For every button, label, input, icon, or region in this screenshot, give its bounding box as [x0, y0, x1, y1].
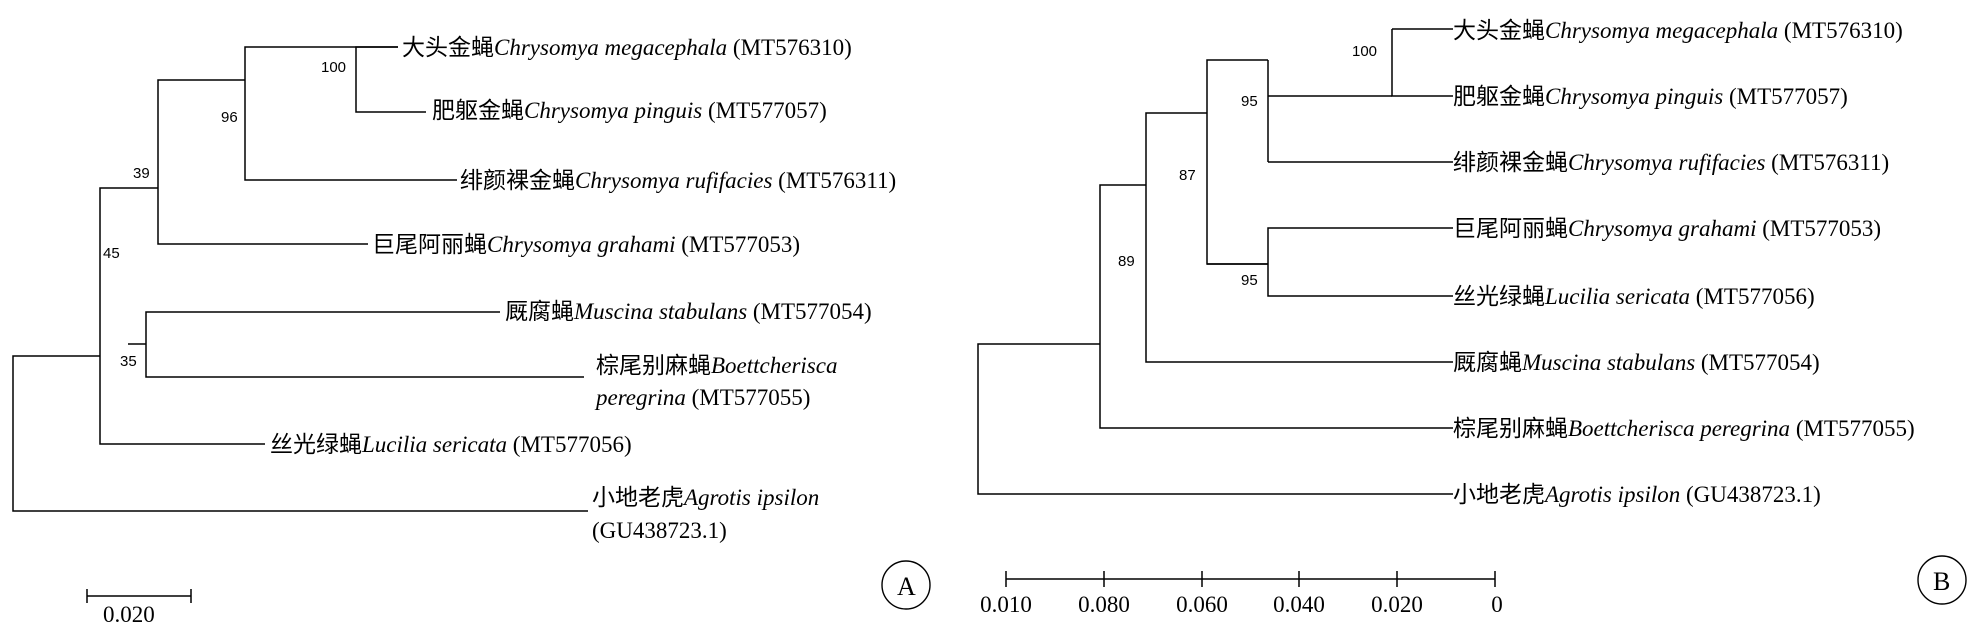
tree-a-panel-letter: A — [897, 572, 916, 601]
tree-b-root-branch — [977, 343, 1453, 495]
tree-a-node96-branch — [244, 46, 457, 181]
tree-b: 100 95 87 95 89 大头金蝇Chrysomya megacephal… — [977, 18, 1967, 617]
tree-a-taxon-megacephala: 大头金蝇Chrysomya megacephala (MT576310) — [402, 35, 852, 60]
tree-b-taxon-megacephala: 大头金蝇Chrysomya megacephala (MT576310) — [1453, 18, 1903, 43]
tree-b-axis-tick-label-3: 0.040 — [1273, 592, 1325, 617]
tree-b-axis-tick-label-5: 0 — [1491, 592, 1503, 617]
tree-a-taxon-pinguis: 肥躯金蝇Chrysomya pinguis (MT577057) — [432, 98, 827, 123]
tree-b-bootstrap-95a: 95 — [1241, 93, 1258, 110]
tree-b-taxon-grahami: 巨尾阿丽蝇Chrysomya grahami (MT577053) — [1453, 216, 1881, 241]
tree-b-panel-letter: B — [1933, 567, 1950, 596]
tree-a-node45-branch — [99, 187, 265, 445]
tree-a-bootstrap-39: 39 — [133, 165, 150, 182]
tree-b-node95a-branch — [1206, 59, 1268, 265]
tree-a-taxon-agrotis-line2: (GU438723.1) — [592, 518, 727, 543]
tree-a-root-branch — [12, 355, 588, 512]
tree-a-panel-label: A — [881, 560, 931, 610]
tree-b-bootstrap-100: 100 — [1352, 43, 1377, 60]
tree-b-panel-label: B — [1917, 555, 1967, 605]
tree-b-axis-tick-label-1: 0.080 — [1078, 592, 1130, 617]
tree-a-taxon-rufifacies: 绯颜裸金蝇Chrysomya rufifacies (MT576311) — [460, 168, 896, 193]
tree-b-node100-branch — [1391, 29, 1453, 97]
tree-b-taxon-muscina: 厩腐蝇Muscina stabulans (MT577054) — [1453, 350, 1820, 375]
tree-b-axis-tick-label-4: 0.020 — [1371, 592, 1423, 617]
tree-b-distance-axis: 0.010 0.080 0.060 0.040 0.020 0 — [980, 571, 1503, 617]
tree-a-taxon-grahami: 巨尾阿丽蝇Chrysomya grahami (MT577053) — [372, 232, 800, 257]
tree-a-node39-branch — [157, 79, 368, 245]
tree-a-bootstrap-96: 96 — [221, 109, 238, 126]
tree-b-taxon-rufifacies: 绯颜裸金蝇Chrysomya rufifacies (MT576311) — [1453, 150, 1889, 175]
tree-b-bootstrap-95b: 95 — [1241, 272, 1258, 289]
tree-b-taxon-pinguis: 肥躯金蝇Chrysomya pinguis (MT577057) — [1453, 84, 1848, 109]
tree-a-taxon-boettcherisca-line2: peregrina (MT577055) — [594, 385, 810, 410]
tree-a-taxon-agrotis: 小地老虎Agrotis ipsilon — [592, 485, 819, 510]
tree-b-axis-tick-label-0: 0.010 — [980, 592, 1032, 617]
tree-b-taxon-agrotis: 小地老虎Agrotis ipsilon (GU438723.1) — [1453, 482, 1821, 507]
tree-b-node87-branch — [1145, 112, 1453, 363]
tree-a-bootstrap-35: 35 — [120, 353, 137, 370]
tree-a-bootstrap-45: 45 — [103, 245, 120, 262]
tree-a-branches — [12, 46, 588, 512]
tree-a-bootstrap-100: 100 — [321, 59, 346, 76]
tree-b-taxon-lucilia: 丝光绿蝇Lucilia sericata (MT577056) — [1453, 284, 1815, 309]
tree-b-bootstrap-89: 89 — [1118, 253, 1135, 270]
tree-b-bootstrap-87: 87 — [1179, 167, 1196, 184]
tree-b-node95b-branch — [1267, 227, 1453, 297]
tree-a: 100 96 39 45 35 大头金蝇Chrysomya megacephal… — [12, 35, 931, 625]
tree-a-scale-bar: 0.020 — [86, 589, 192, 625]
tree-a-scale-label: 0.020 — [103, 602, 155, 625]
tree-b-axis-tick-label-2: 0.060 — [1176, 592, 1228, 617]
tree-a-taxon-boettcherisca: 棕尾别麻蝇Boettcherisca — [596, 353, 837, 378]
tree-b-branches — [977, 28, 1453, 495]
tree-b-node89-branch — [1099, 184, 1453, 429]
tree-a-taxon-lucilia: 丝光绿蝇Lucilia sericata (MT577056) — [270, 432, 632, 457]
tree-b-taxon-boettcherisca: 棕尾别麻蝇Boettcherisca peregrina (MT577055) — [1453, 416, 1915, 441]
tree-a-taxon-muscina: 厩腐蝇Muscina stabulans (MT577054) — [505, 299, 872, 324]
